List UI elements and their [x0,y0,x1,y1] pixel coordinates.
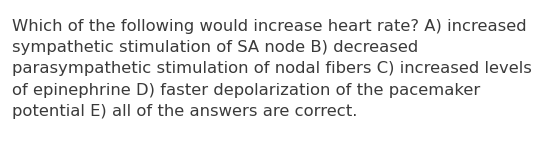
Text: Which of the following would increase heart rate? A) increased
sympathetic stimu: Which of the following would increase he… [12,19,532,119]
